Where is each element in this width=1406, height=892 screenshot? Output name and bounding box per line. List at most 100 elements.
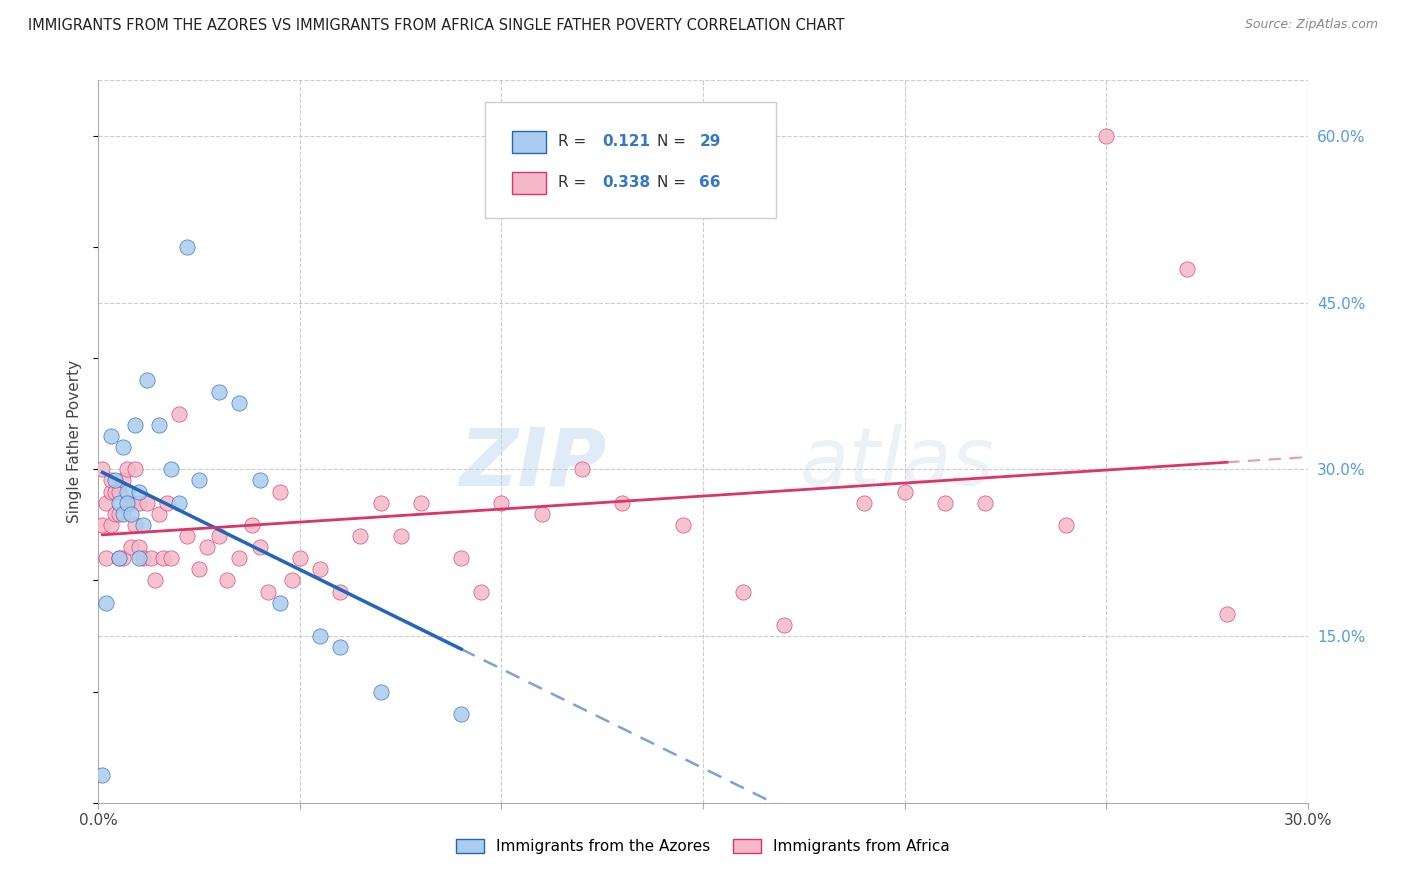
Point xyxy=(128,540,150,554)
Point xyxy=(91,462,114,476)
Text: 29: 29 xyxy=(699,134,721,149)
FancyBboxPatch shape xyxy=(485,102,776,218)
Text: Source: ZipAtlas.com: Source: ZipAtlas.com xyxy=(1244,18,1378,31)
Point xyxy=(530,507,553,521)
Point xyxy=(96,551,118,566)
Point xyxy=(389,529,412,543)
Point xyxy=(450,706,472,721)
Point xyxy=(269,596,291,610)
Point xyxy=(107,484,129,499)
Text: atlas: atlas xyxy=(800,425,994,502)
Point xyxy=(107,551,129,566)
Text: N =: N = xyxy=(657,176,686,190)
Legend: Immigrants from the Azores, Immigrants from Africa: Immigrants from the Azores, Immigrants f… xyxy=(450,833,956,860)
Point xyxy=(269,484,291,499)
Point xyxy=(167,496,190,510)
Point xyxy=(309,562,332,576)
Point xyxy=(115,462,138,476)
Point xyxy=(450,551,472,566)
Point xyxy=(96,596,118,610)
Point xyxy=(893,484,915,499)
Point xyxy=(111,551,134,566)
Point xyxy=(309,629,332,643)
Text: ZIP: ZIP xyxy=(458,425,606,502)
Point xyxy=(571,462,593,476)
Point xyxy=(281,574,304,588)
Point xyxy=(409,496,432,510)
Text: 66: 66 xyxy=(699,176,721,190)
Point xyxy=(152,551,174,566)
Point xyxy=(329,584,352,599)
Point xyxy=(329,640,352,655)
FancyBboxPatch shape xyxy=(512,172,546,194)
Point xyxy=(249,474,271,488)
Point xyxy=(195,540,218,554)
Point xyxy=(167,407,190,421)
Point xyxy=(217,574,239,588)
Point xyxy=(1054,517,1077,532)
Point xyxy=(349,529,371,543)
Point xyxy=(120,496,142,510)
Point xyxy=(156,496,179,510)
Point xyxy=(100,429,122,443)
Point xyxy=(128,496,150,510)
Point xyxy=(103,507,125,521)
Point xyxy=(188,474,211,488)
Point xyxy=(124,517,146,532)
Point xyxy=(128,551,150,566)
Y-axis label: Single Father Poverty: Single Father Poverty xyxy=(67,360,83,523)
Point xyxy=(107,551,129,566)
Point xyxy=(103,474,125,488)
Point xyxy=(111,440,134,454)
Point xyxy=(100,517,122,532)
Point xyxy=(111,507,134,521)
Point xyxy=(934,496,956,510)
Point xyxy=(103,484,125,499)
Point xyxy=(115,496,138,510)
Point xyxy=(974,496,997,510)
Point xyxy=(120,507,142,521)
Point xyxy=(100,484,122,499)
Point xyxy=(208,529,231,543)
Point xyxy=(228,551,250,566)
Point xyxy=(115,484,138,499)
Point xyxy=(249,540,271,554)
Point xyxy=(148,417,170,432)
Point xyxy=(491,496,513,510)
Point xyxy=(160,551,183,566)
Point xyxy=(228,395,250,409)
Point xyxy=(107,496,129,510)
Text: 0.338: 0.338 xyxy=(603,176,651,190)
Point xyxy=(370,496,392,510)
Point xyxy=(1095,128,1118,143)
Point xyxy=(139,551,162,566)
Text: R =: R = xyxy=(558,176,586,190)
Point xyxy=(176,529,198,543)
Point xyxy=(107,507,129,521)
Point xyxy=(96,496,118,510)
Point xyxy=(208,384,231,399)
Point xyxy=(672,517,695,532)
Point xyxy=(135,373,157,387)
Point xyxy=(124,417,146,432)
Point xyxy=(470,584,492,599)
Point xyxy=(612,496,634,510)
Text: R =: R = xyxy=(558,134,591,149)
Point xyxy=(733,584,755,599)
Point xyxy=(124,462,146,476)
Point xyxy=(853,496,876,510)
Point xyxy=(370,684,392,698)
Point xyxy=(143,574,166,588)
Point xyxy=(160,462,183,476)
Point xyxy=(1216,607,1239,621)
Point xyxy=(91,768,114,782)
Point xyxy=(240,517,263,532)
Point xyxy=(120,540,142,554)
Point xyxy=(91,517,114,532)
Point xyxy=(128,484,150,499)
FancyBboxPatch shape xyxy=(512,131,546,153)
Point xyxy=(1175,262,1198,277)
Point xyxy=(132,517,155,532)
Point xyxy=(115,496,138,510)
Point xyxy=(772,618,794,632)
